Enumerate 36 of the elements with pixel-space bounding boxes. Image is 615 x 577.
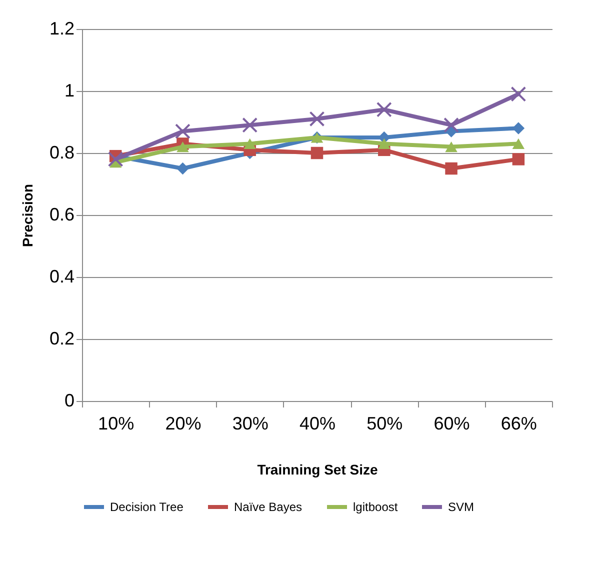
legend-label: Naïve Bayes (234, 500, 302, 514)
point (378, 138, 390, 150)
point (512, 153, 525, 166)
legend-label: lgitboost (353, 500, 398, 514)
y-tick-label: 0.6 (49, 204, 74, 224)
point (309, 111, 325, 127)
y-tick-label: 0.8 (49, 142, 74, 162)
point (512, 138, 525, 150)
y-axis-title: Precision (19, 184, 36, 248)
y-tick-label: 1.2 (49, 18, 74, 38)
x-tick-label: 30% (232, 414, 268, 434)
point (108, 151, 124, 167)
point (376, 102, 392, 118)
point (242, 117, 258, 133)
y-tick-label: 1 (64, 80, 74, 100)
y-tick-label: 0 (64, 390, 74, 410)
point (444, 117, 459, 133)
point (244, 138, 256, 150)
y-tick-label: 0.4 (49, 266, 74, 286)
x-tick-label: 20% (165, 414, 202, 434)
point (310, 146, 324, 160)
x-tick-label: 66% (500, 414, 537, 434)
legend-label: SVM (448, 500, 474, 514)
x-tick-label: 10% (98, 414, 134, 434)
point (175, 124, 190, 140)
point (445, 162, 458, 175)
legend-label: Decision Tree (110, 500, 184, 514)
x-tick-label: 50% (366, 414, 403, 434)
x-axis-title: Trainning Set Size (257, 462, 378, 478)
x-tick-label: 40% (299, 414, 336, 434)
point (176, 162, 189, 175)
point (445, 141, 458, 152)
point (176, 141, 189, 152)
y-tick-label: 0.2 (49, 328, 74, 348)
x-tick-label: 60% (434, 414, 470, 434)
point (510, 86, 526, 102)
